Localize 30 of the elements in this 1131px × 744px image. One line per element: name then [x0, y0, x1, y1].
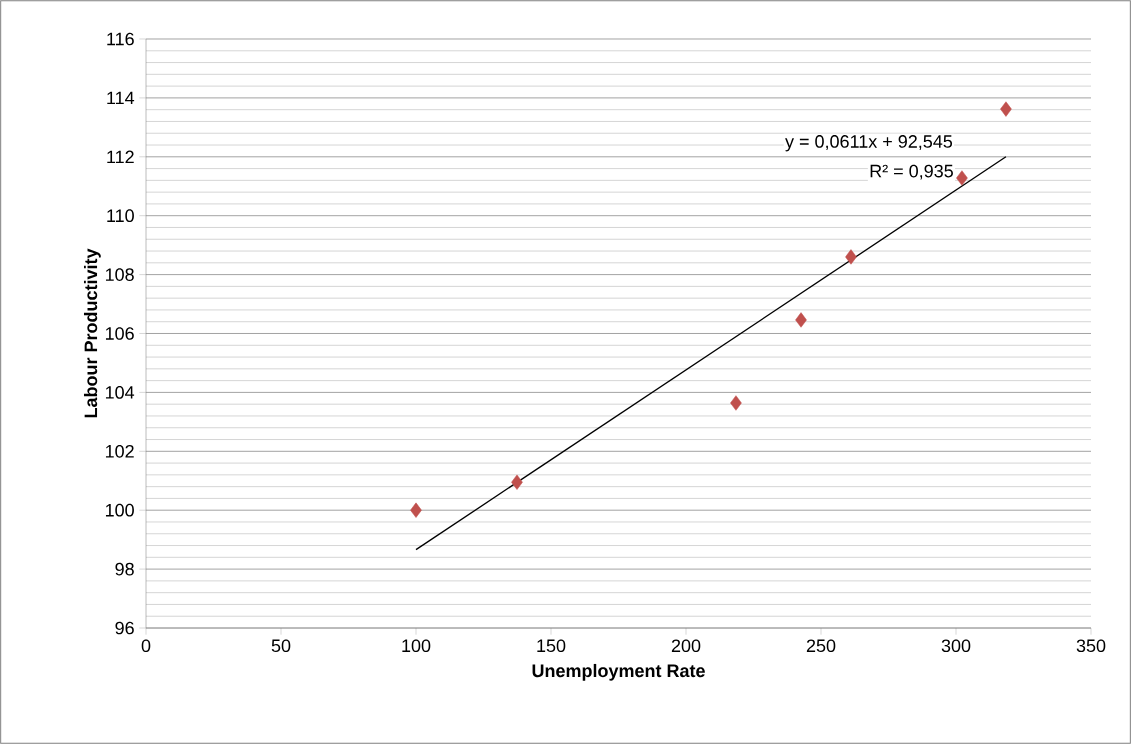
- y-axis-title: Labour Productivity: [83, 248, 101, 418]
- annotation: R² = 0,935: [870, 164, 953, 180]
- y-tick-label: 108: [105, 268, 134, 281]
- x-tick-label: 250: [806, 639, 836, 653]
- x-tick-label: 50: [271, 639, 291, 653]
- point: [1000, 101, 1012, 117]
- x-tick-label: 350: [1076, 639, 1106, 653]
- y-tick-label: 104: [105, 386, 135, 399]
- y-tick-label: 114: [107, 91, 135, 105]
- x-tick-label: 150: [537, 639, 566, 653]
- y-tick-label: 98: [115, 562, 134, 576]
- x-tick-label: 100: [402, 639, 431, 653]
- point: [730, 395, 742, 411]
- y-tick-label: 106: [105, 327, 134, 340]
- x-tick-label: 200: [671, 639, 701, 653]
- point: [956, 170, 968, 186]
- y-tick-label: 112: [107, 150, 134, 164]
- y-tick-label: 100: [105, 503, 134, 517]
- point: [410, 502, 422, 518]
- x-tick-label: 300: [941, 639, 971, 653]
- point: [795, 312, 807, 328]
- y-tick-label: 116: [107, 32, 134, 46]
- annotation: y = 0,0611x + 92,545: [785, 135, 953, 152]
- point: [845, 249, 857, 265]
- point: [511, 474, 523, 490]
- y-tick-label: 110: [107, 209, 134, 223]
- y-tick-label: 96: [115, 621, 134, 635]
- x-tick-label: 0: [141, 639, 151, 653]
- x-axis-title: Unemployment Rate: [532, 663, 705, 681]
- y-tick-label: 102: [105, 444, 134, 458]
